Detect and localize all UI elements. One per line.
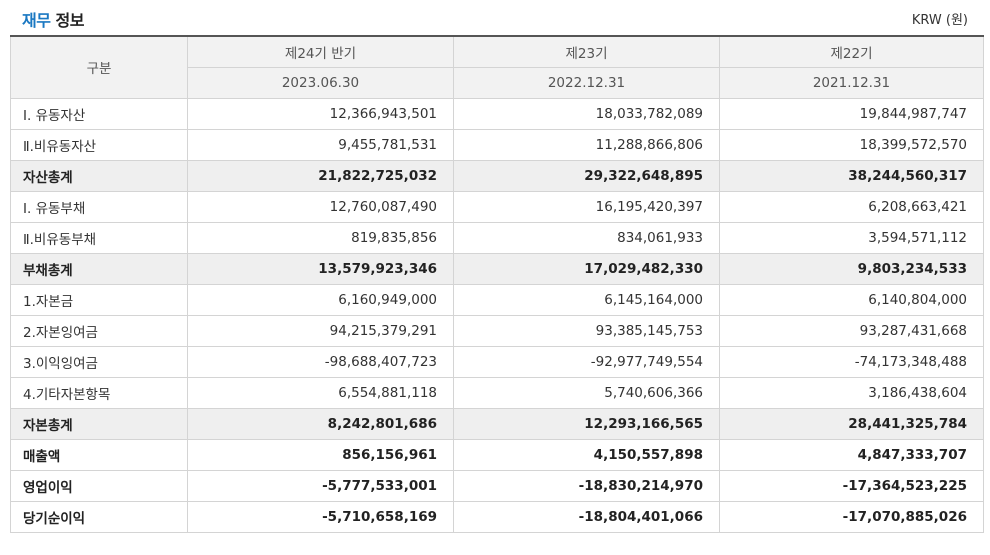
table-row: 당기순이익 -5,710,658,169 -18,804,401,066 -17,07… [10,500,984,533]
table-row: 영업이익 -5,777,533,001 -18,830,214,970 -17,364… [10,469,984,502]
currency-unit: KRW (원) [911,13,968,28]
row-value: 6,208,663,421 [719,190,984,223]
period-date: 2021.12.31 [719,66,984,99]
section-title: 재무 정보 [22,7,84,31]
table-row: 부채총계 13,579,923,346 17,029,482,330 9,803,23… [10,252,984,285]
row-value: 13,579,923,346 [187,252,454,285]
row-value: 93,385,145,753 [453,314,720,347]
row-value: 16,195,420,397 [453,190,720,223]
date-header-row: 2023.06.30 2022.12.31 2021.12.31 [11,66,984,99]
row-value: -17,364,523,225 [719,469,984,502]
row-value: -5,777,533,001 [187,469,454,502]
row-label: 1.자본금 [10,283,188,316]
row-value: 4,847,333,707 [719,438,984,471]
period-header-row: 구분 제24기 반기 제23기 제22기 [10,35,984,99]
row-value: 856,156,961 [187,438,454,471]
row-value: 5,740,606,366 [453,376,720,409]
row-value: 6,160,949,000 [187,283,454,316]
row-value: 21,822,725,032 [187,159,454,192]
row-value: 8,242,801,686 [187,407,454,440]
period-label: 제22기 [719,35,984,68]
row-value: 3,186,438,604 [719,376,984,409]
row-label: Ⅰ. 유동부채 [10,190,188,223]
row-value: 94,215,379,291 [187,314,454,347]
row-label: 4.기타자본항목 [10,376,188,409]
row-value: -98,688,407,723 [187,345,454,378]
row-value: 19,844,987,747 [719,97,984,130]
row-value: 29,322,648,895 [453,159,720,192]
table-row: 매출액 856,156,961 4,150,557,898 4,847,333,707 [10,438,984,471]
row-value: 6,140,804,000 [719,283,984,316]
row-value: 17,029,482,330 [453,252,720,285]
row-value: -18,830,214,970 [453,469,720,502]
row-label: Ⅱ.비유동자산 [10,128,188,161]
row-label: 자산총계 [10,159,188,192]
table-row: 자본총계 8,242,801,686 12,293,166,565 28,441,32… [10,407,984,440]
period-date: 2023.06.30 [187,66,454,99]
table-row: Ⅰ. 유동부채 12,760,087,490 16,195,420,397 6,208… [10,190,984,223]
period-label: 제23기 [453,35,720,68]
row-value: 11,288,866,806 [453,128,720,161]
row-value: -17,070,885,026 [719,500,984,533]
table-row: Ⅱ.비유동자산 9,455,781,531 11,288,866,806 18,399… [10,128,984,161]
row-value: 93,287,431,668 [719,314,984,347]
row-value: 9,455,781,531 [187,128,454,161]
table-row: Ⅰ. 유동자산 12,366,943,501 18,033,782,089 19,84… [10,97,984,130]
row-value: -5,710,658,169 [187,500,454,533]
row-label: 3.이익잉여금 [10,345,188,378]
row-value: 12,293,166,565 [453,407,720,440]
table-row: 2.자본잉여금 94,215,379,291 93,385,145,753 93,28… [10,314,984,347]
row-value: 819,835,856 [187,221,454,254]
title-rest: 정보 [50,11,85,30]
row-value: 12,760,087,490 [187,190,454,223]
row-value: 28,441,325,784 [719,407,984,440]
row-label: 부채총계 [10,252,188,285]
row-value: -74,173,348,488 [719,345,984,378]
row-value: 18,033,782,089 [453,97,720,130]
section-header: 재무 정보 KRW (원) [0,0,990,36]
table-row: Ⅱ.비유동부채 819,835,856 834,061,933 3,594,571,1… [10,221,984,254]
row-value: 3,594,571,112 [719,221,984,254]
table-row: 3.이익잉여금 -98,688,407,723 -92,977,749,554 -74… [10,345,984,378]
row-value: 18,399,572,570 [719,128,984,161]
row-value: 9,803,234,533 [719,252,984,285]
row-label: Ⅰ. 유동자산 [10,97,188,130]
row-label: Ⅱ.비유동부채 [10,221,188,254]
title-accent: 재무 [22,11,51,30]
row-label: 자본총계 [10,407,188,440]
table-row: 자산총계 21,822,725,032 29,322,648,895 38,244,5… [10,159,984,192]
row-value: 4,150,557,898 [453,438,720,471]
row-label: 2.자본잉여금 [10,314,188,347]
period-date: 2022.12.31 [453,66,720,99]
row-value: 834,061,933 [453,221,720,254]
row-value: -18,804,401,066 [453,500,720,533]
financial-table: 구분 제24기 반기 제23기 제22기 2023.06.30 2022.12.… [10,35,984,533]
table-row: 4.기타자본항목 6,554,881,118 5,740,606,366 3,186,… [10,376,984,409]
row-label: 매출액 [10,438,188,471]
row-value: 6,145,164,000 [453,283,720,316]
row-label: 영업이익 [10,469,188,502]
row-value: -92,977,749,554 [453,345,720,378]
category-header: 구분 [10,35,188,99]
row-label: 당기순이익 [10,500,188,533]
row-value: 6,554,881,118 [187,376,454,409]
period-label: 제24기 반기 [187,35,454,68]
row-value: 38,244,560,317 [719,159,984,192]
row-value: 12,366,943,501 [187,97,454,130]
table-row: 1.자본금 6,160,949,000 6,145,164,000 6,140,804… [10,283,984,316]
